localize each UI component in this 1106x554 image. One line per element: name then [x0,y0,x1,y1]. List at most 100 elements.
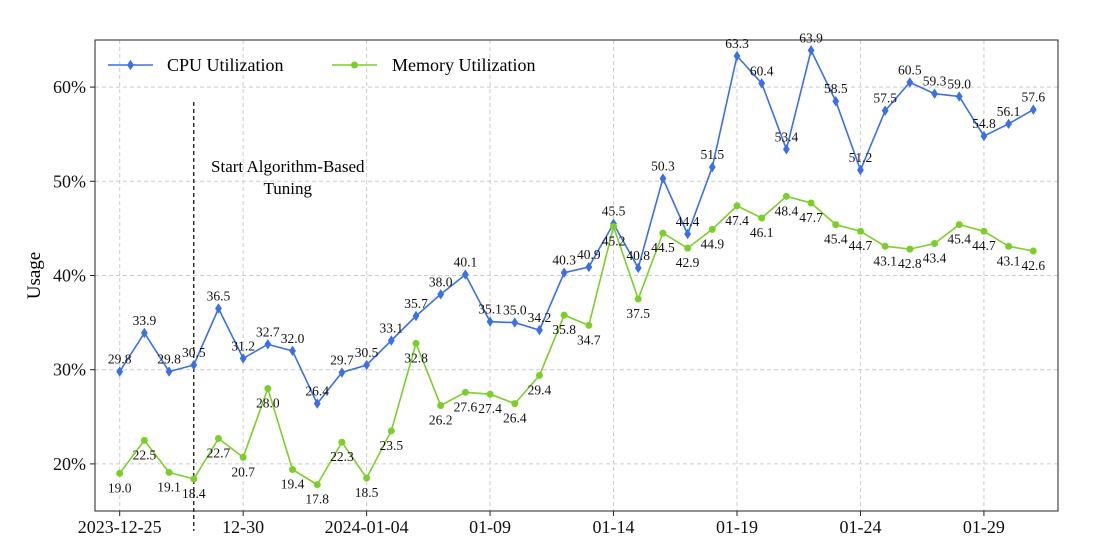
memory-utilization-data-label: 19.4 [281,477,305,492]
cpu-utilization-point [536,324,543,336]
x-tick-label: 01-29 [963,517,1005,537]
memory-utilization-point [955,221,963,229]
memory-utilization-data-label: 43.4 [923,250,947,265]
y-tick-label: 60% [53,77,86,97]
memory-utilization-point [832,221,840,229]
memory-utilization-data-label: 45.4 [947,232,971,247]
cpu-utilization-data-label: 31.2 [231,338,255,353]
memory-utilization-point [1029,247,1037,255]
memory-utilization-point [363,474,371,482]
cpu-utilization-data-label: 30.5 [182,345,206,360]
cpu-utilization-data-label: 36.5 [207,288,231,303]
memory-utilization-data-label: 17.8 [305,492,329,507]
memory-utilization-point [931,239,939,247]
cpu-utilization-data-label: 53.4 [775,129,799,144]
memory-utilization-data-label: 28.0 [256,396,280,411]
cpu-utilization-point [634,262,642,274]
cpu-utilization-data-label: 34.2 [528,310,552,325]
memory-utilization-point [560,311,568,319]
memory-utilization-point [387,427,395,435]
cpu-utilization-data-label: 35.0 [503,303,527,318]
memory-utilization-data-label: 34.7 [577,332,601,347]
cpu-utilization-data-label: 63.9 [799,30,823,45]
annotation-text-line-1: Start Algorithm-Based [211,157,365,176]
cpu-utilization-data-label: 33.1 [379,320,403,335]
cpu-utilization-point [461,269,469,280]
memory-utilization-data-label: 26.2 [429,412,453,427]
cpu-utilization-point [264,339,272,350]
cpu-utilization-point [437,289,445,300]
x-tick-label: 12-30 [222,517,264,537]
memory-utilization-data-label: 26.4 [503,411,527,426]
annotation-text-line-2: Tuning [264,179,313,198]
cpu-utilization-data-label: 60.4 [750,63,774,78]
cpu-utilization-point [486,316,494,327]
cpu-utilization-point [338,367,346,378]
cpu-utilization-data-label: 29.7 [330,353,354,368]
cpu-utilization-point [585,261,593,273]
cpu-utilization-point [412,310,420,322]
memory-utilization-point [264,385,272,393]
cpu-utilization-data-label: 30.5 [355,345,379,360]
cpu-utilization-data-label: 26.4 [305,384,329,399]
cpu-utilization-data-label: 40.1 [454,255,478,270]
cpu-utilization-point [955,91,963,102]
memory-utilization-data-label: 37.5 [626,306,650,321]
memory-utilization-point [758,214,766,222]
cpu-utilization-point [560,267,568,278]
cpu-utilization-data-label: 63.3 [725,36,749,51]
memory-utilization-point [535,371,543,379]
cpu-utilization-data-label: 57.5 [873,91,897,106]
memory-utilization-data-label: 45.2 [602,234,626,249]
cpu-utilization-point [511,317,519,328]
memory-utilization-point [116,469,124,477]
memory-utilization-data-label: 22.7 [207,445,231,460]
memory-utilization-point [511,400,519,408]
memory-utilization-point [190,475,198,483]
legend: CPU Utilization Memory Utilization [108,55,535,75]
x-tick-label: 2024-01-04 [325,517,409,537]
memory-utilization-point [289,466,297,474]
memory-utilization-point [461,388,469,396]
cpu-utilization-point [239,353,247,364]
memory-utilization-data-label: 27.4 [478,401,502,416]
memory-utilization-data-label: 45.4 [824,232,848,247]
memory-utilization-data-label: 42.8 [898,256,922,271]
memory-utilization-point [1005,242,1013,250]
cpu-utilization-point [807,45,815,56]
memory-utilization-point [659,229,667,237]
memory-utilization-data-label: 22.3 [330,449,354,464]
cpu-utilization-data-label: 51.2 [849,150,873,165]
memory-utilization-point [634,295,642,303]
memory-utilization-data-label: 18.4 [182,486,206,501]
memory-utilization-point [239,453,247,461]
cpu-utilization-data-label: 40.8 [626,248,650,263]
memory-utilization-data-label: 44.7 [849,238,873,253]
memory-utilization-line [119,195,1034,486]
memory-utilization-data-label: 44.5 [651,240,675,255]
memory-utilization-point [980,227,988,235]
memory-utilization-point [338,438,346,446]
legend-cpu-label: CPU Utilization [167,55,284,75]
cpu-utilization-point [387,335,395,346]
memory-utilization-data-label: 20.7 [231,464,255,479]
memory-utilization-data-label: 18.5 [355,485,379,500]
cpu-utilization-point [857,164,864,176]
cpu-utilization-data-label: 50.3 [651,158,675,173]
cpu-utilization-point [1029,104,1037,115]
cpu-utilization-point [684,228,692,240]
cpu-utilization-data-label: 29.8 [157,352,181,367]
cpu-utilization-data-label: 40.3 [552,253,576,268]
cpu-utilization-point [116,366,124,377]
y-tick-label: 20% [53,454,86,474]
x-tick-label: 01-14 [593,517,635,537]
memory-utilization-point [733,202,741,210]
cpu-utilization-point [782,144,790,155]
legend-cpu-marker [127,59,134,71]
memory-utilization-point [684,244,692,252]
cpu-utilization-point [980,130,988,142]
memory-utilization-data-label: 43.1 [873,253,897,268]
cpu-utilization-data-label: 44.4 [676,214,700,229]
memory-utilization-data-label: 22.5 [133,447,157,462]
